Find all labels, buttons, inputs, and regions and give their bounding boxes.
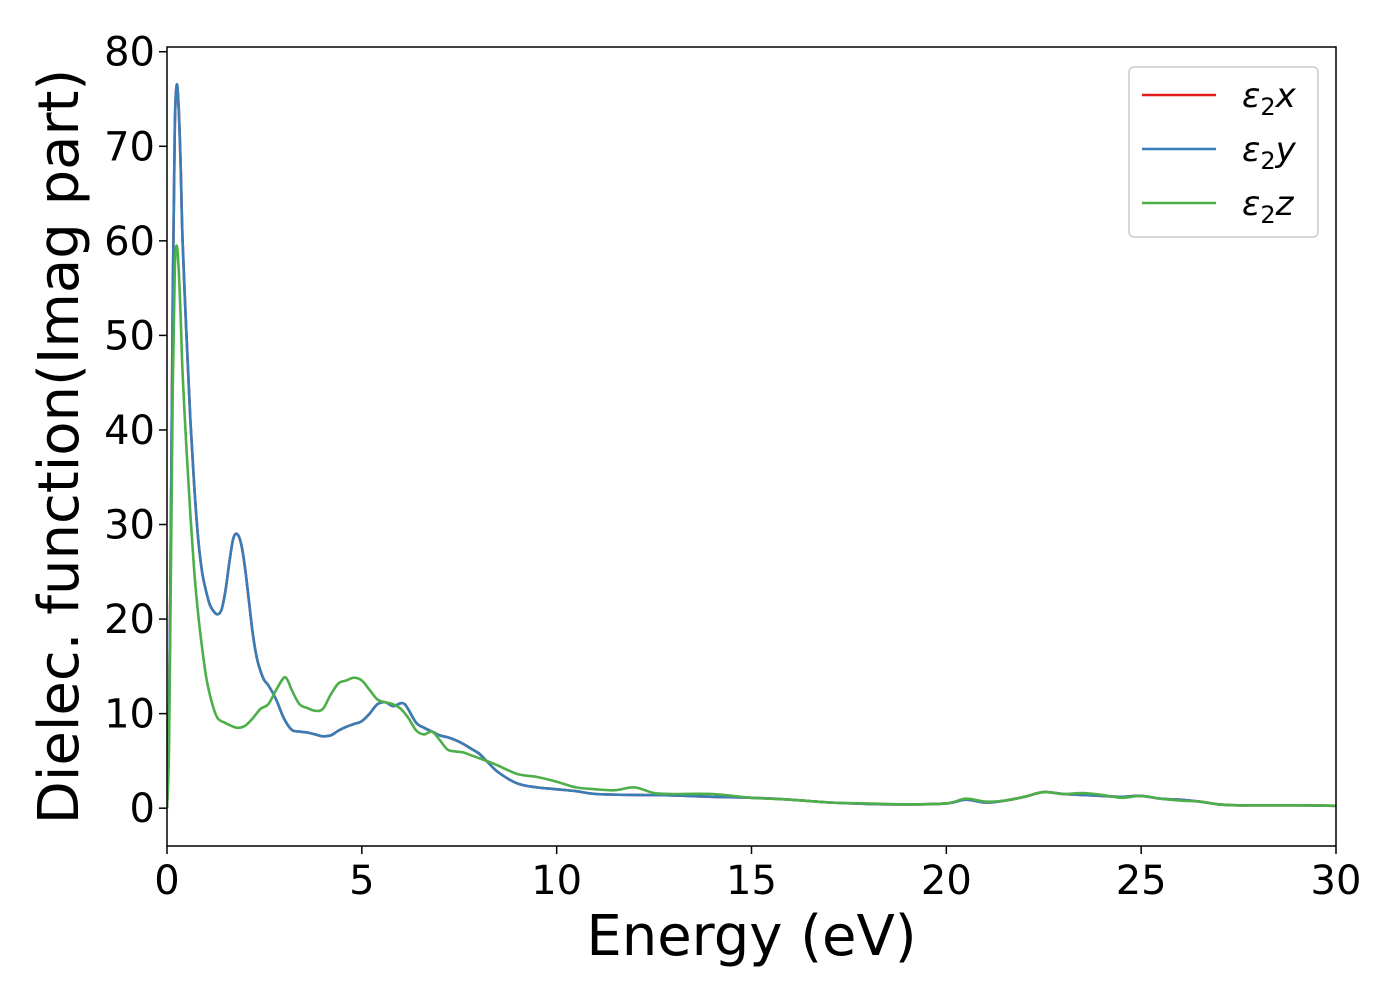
y-axis-label: Dielec. function(Imag part) bbox=[27, 69, 92, 825]
x-tick-label: 10 bbox=[531, 858, 582, 904]
legend: ε2x ε2y ε2z bbox=[1128, 66, 1319, 238]
x-tick-label: 5 bbox=[349, 858, 374, 904]
x-tick-label: 30 bbox=[1311, 858, 1362, 904]
series-line-z bbox=[167, 244, 1336, 809]
x-tick-label: 15 bbox=[726, 858, 777, 904]
x-tick-label: 0 bbox=[154, 858, 179, 904]
legend-label-x: ε2x bbox=[1242, 76, 1297, 121]
y-tick-label: 30 bbox=[104, 503, 155, 549]
y-tick-label: 20 bbox=[104, 597, 155, 643]
y-tick-label: 0 bbox=[130, 786, 155, 832]
ticks-layer: 0 5 10 15 20 25 30 0 10 20 30 40 50 60 70 80 bbox=[104, 30, 1361, 904]
y-tick-label: 70 bbox=[104, 124, 155, 170]
series-layer bbox=[167, 83, 1336, 809]
x-tick-label: 20 bbox=[921, 858, 972, 904]
y-tick-label: 60 bbox=[104, 219, 155, 265]
y-tick-label: 80 bbox=[104, 30, 155, 76]
x-axis-label: Energy (eV) bbox=[586, 904, 916, 969]
plot-frame bbox=[166, 46, 1337, 847]
legend-label-y: ε2y bbox=[1242, 130, 1297, 175]
y-tick-label: 10 bbox=[104, 692, 155, 738]
legend-box bbox=[1128, 66, 1319, 238]
y-tick-label: 40 bbox=[104, 408, 155, 454]
legend-label-z: ε2z bbox=[1242, 184, 1295, 229]
x-tick-label: 25 bbox=[1116, 858, 1167, 904]
y-tick-label: 50 bbox=[104, 313, 155, 359]
